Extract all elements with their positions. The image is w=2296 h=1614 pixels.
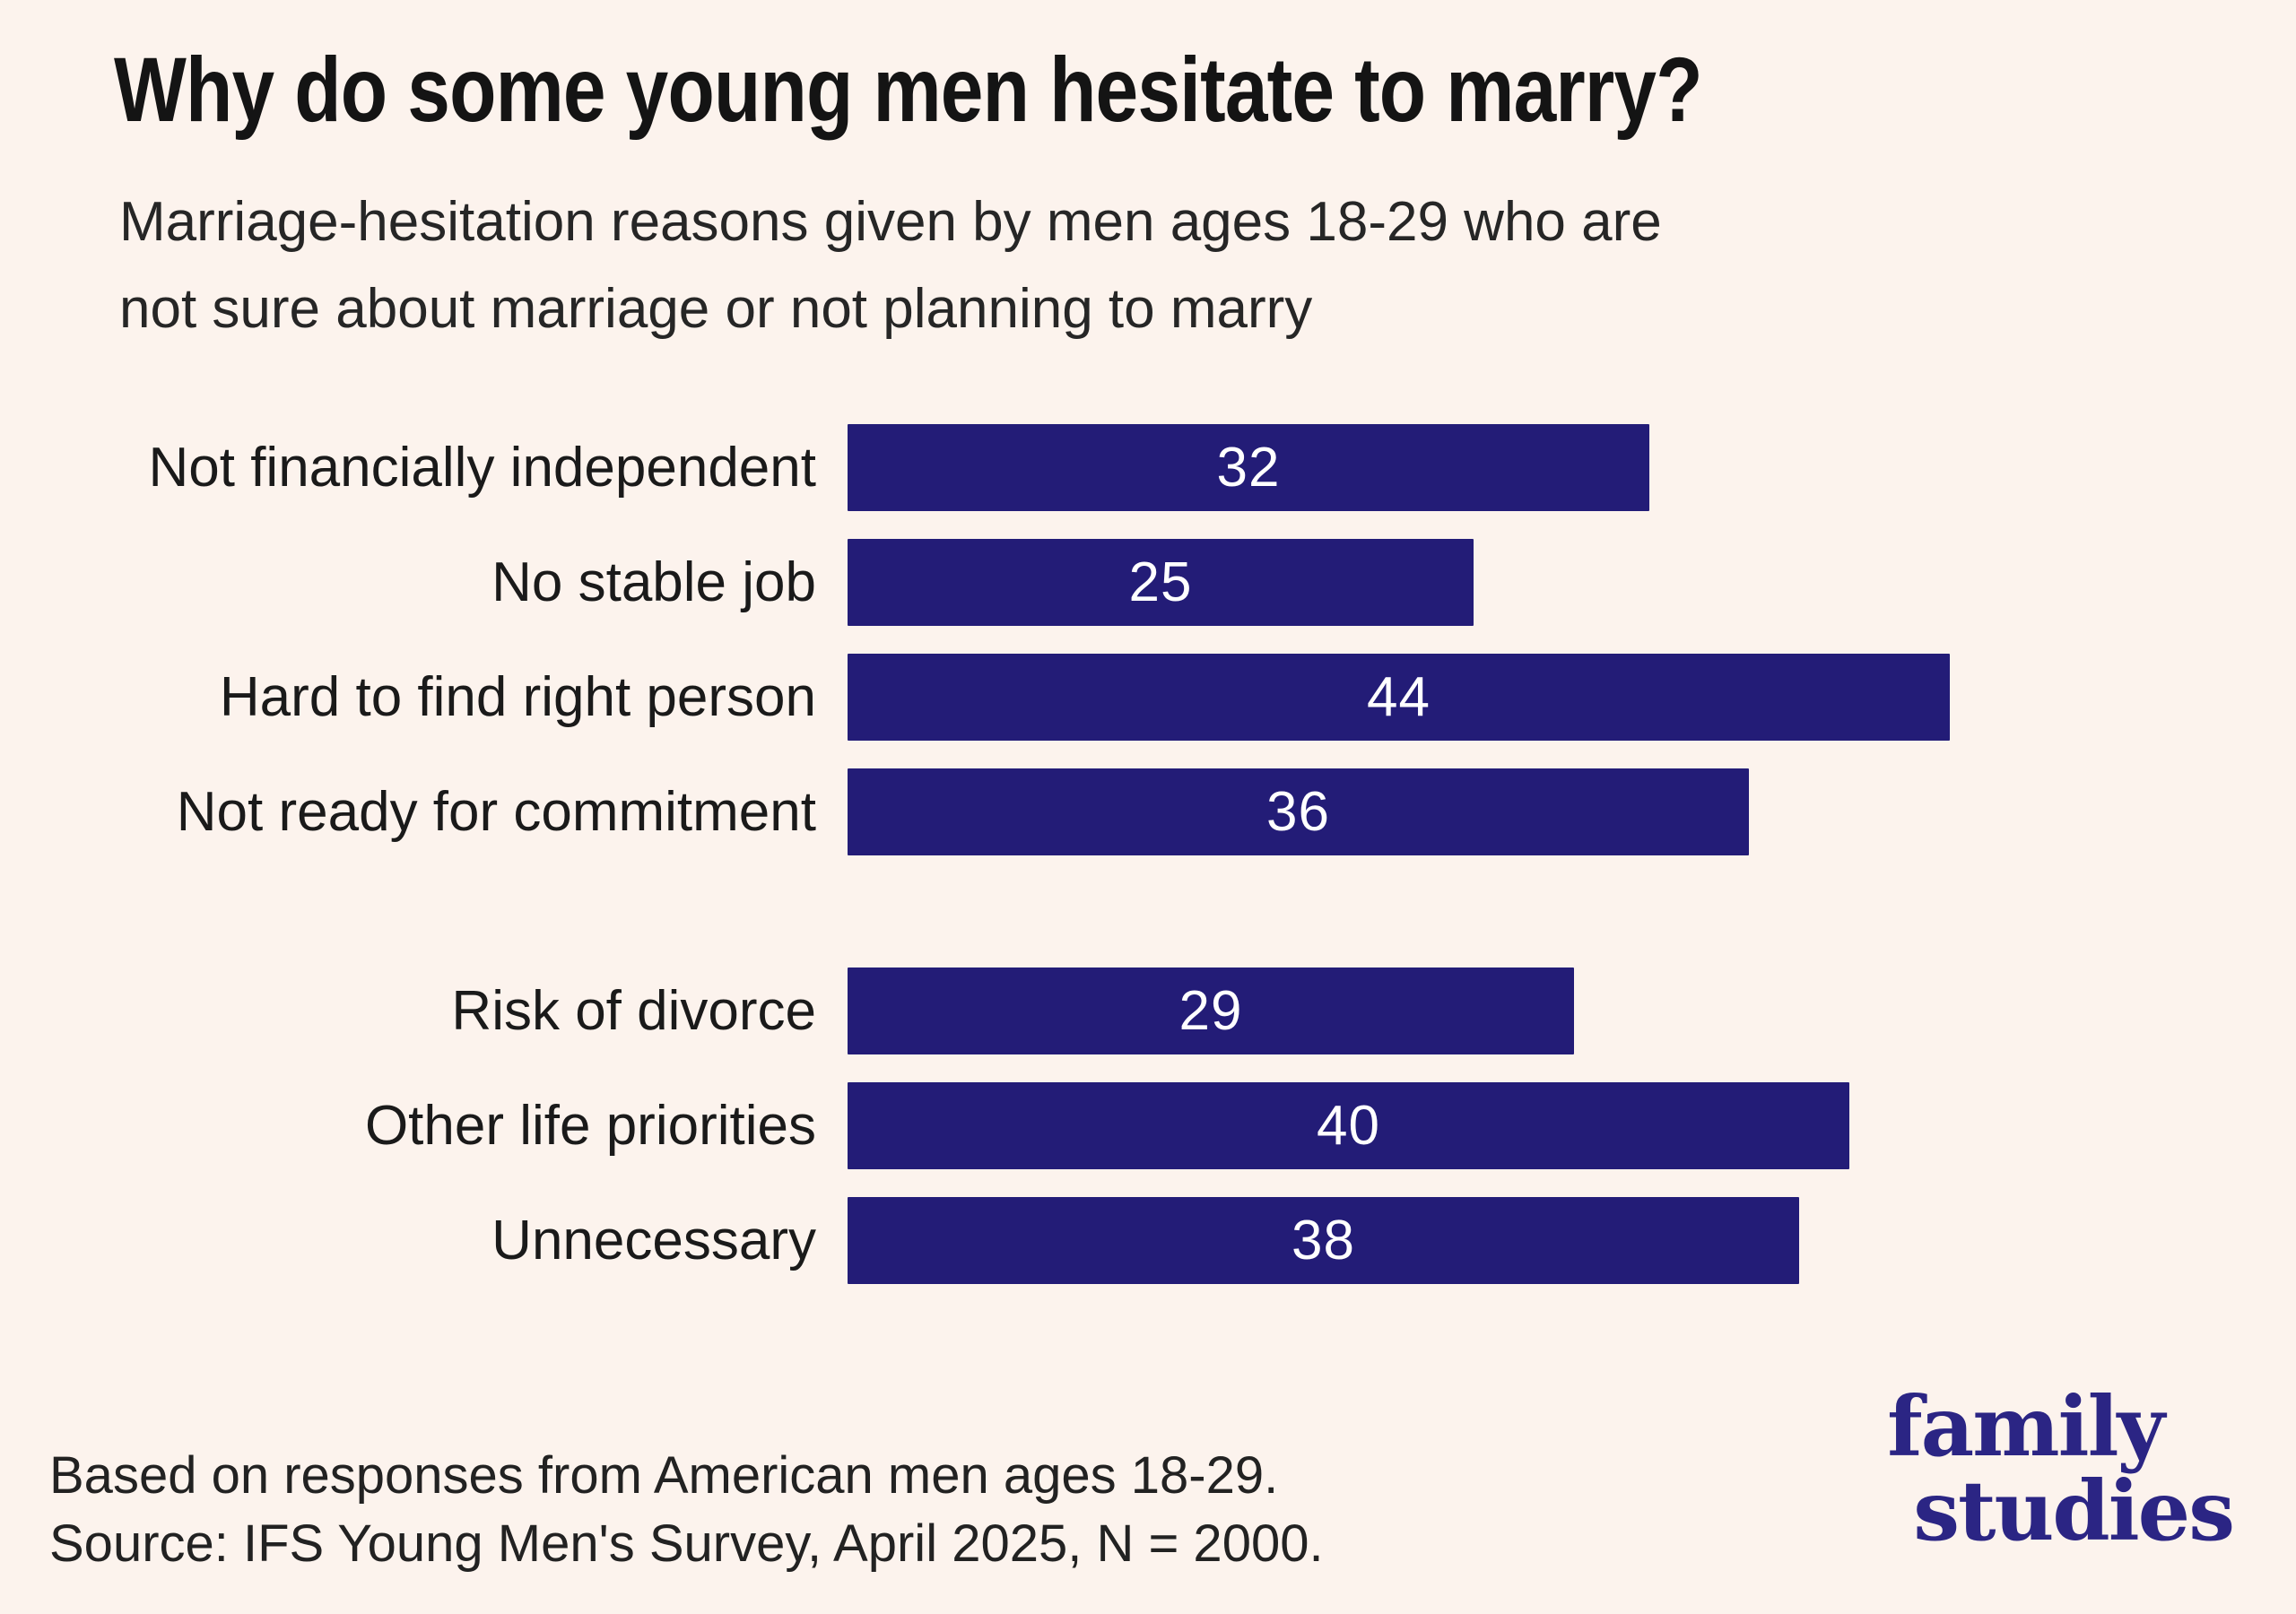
bar-label: Unnecessary xyxy=(491,1210,816,1271)
bar-value-label: 36 xyxy=(1266,781,1330,843)
bar-label: No stable job xyxy=(491,551,816,613)
bar-group: Risk of divorce 29 Other life priorities… xyxy=(0,968,2296,1284)
bar-row: Risk of divorce 29 xyxy=(0,968,2296,1054)
bar-row: Unnecessary 38 xyxy=(0,1197,2296,1284)
source-note-line1: Based on responses from American men age… xyxy=(49,1446,1279,1505)
bar-value-label: 32 xyxy=(1216,437,1281,499)
family-studies-logo: family studies xyxy=(1887,1378,2235,1559)
bar-label: Other life priorities xyxy=(364,1095,816,1157)
bar: 32 xyxy=(848,424,1649,511)
bar-value-label: 40 xyxy=(1317,1095,1380,1157)
bar-value-label: 44 xyxy=(1367,666,1431,728)
bar-group: Not financially independent 32 No stable… xyxy=(0,424,2296,855)
bar: 36 xyxy=(848,768,1749,855)
bar-row: Other life priorities 40 xyxy=(0,1082,2296,1169)
bar-row: Not financially independent 32 xyxy=(0,424,2296,511)
logo-line2: studies xyxy=(1913,1462,2235,1559)
bar: 29 xyxy=(848,968,1574,1054)
bar-value-label: 29 xyxy=(1178,980,1243,1042)
bar: 25 xyxy=(848,539,1474,626)
bar: 44 xyxy=(848,654,1950,741)
chart-subtitle-line1: Marriage-hesitation reasons given by men… xyxy=(119,191,1662,253)
chart-title: Why do some young men hesitate to marry? xyxy=(114,39,1703,141)
logo-line1: family xyxy=(1887,1378,2165,1475)
bar-label: Risk of divorce xyxy=(451,980,816,1042)
bar-value-label: 25 xyxy=(1128,551,1193,613)
bar-label: Not financially independent xyxy=(148,437,816,499)
bar-row: Not ready for commitment 36 xyxy=(0,768,2296,855)
bar-row: No stable job 25 xyxy=(0,539,2296,626)
bar-chart: Not financially independent 32 No stable… xyxy=(0,424,2296,1312)
chart-subtitle-line2: not sure about marriage or not planning … xyxy=(119,278,1313,340)
bar-label: Not ready for commitment xyxy=(176,781,816,843)
chart-subtitle: Marriage-hesitation reasons given by men… xyxy=(119,178,1662,352)
bar-label: Hard to find right person xyxy=(219,666,816,728)
source-note-line2: Source: IFS Young Men's Survey, April 20… xyxy=(49,1514,1324,1573)
bar: 40 xyxy=(848,1082,1849,1169)
source-note: Based on responses from American men age… xyxy=(49,1442,1324,1578)
bar-row: Hard to find right person 44 xyxy=(0,654,2296,741)
bar: 38 xyxy=(848,1197,1799,1284)
bar-value-label: 38 xyxy=(1292,1210,1355,1271)
